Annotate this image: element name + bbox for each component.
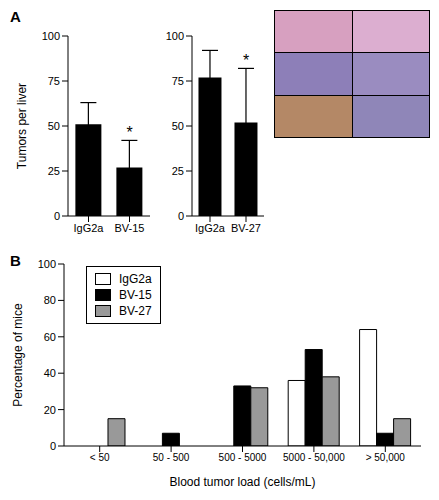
svg-text:100: 100 [38,258,56,270]
svg-text:0: 0 [178,210,184,222]
svg-text:500 - 5000: 500 - 5000 [219,452,267,463]
svg-text:25: 25 [48,165,60,177]
svg-text:*: * [126,124,132,141]
svg-text:25: 25 [172,165,184,177]
svg-text:*: * [243,52,249,69]
svg-text:20: 20 [44,404,56,416]
svg-text:50: 50 [172,120,184,132]
html-text:B: B [10,252,21,269]
svg-text:Tumors per liver: Tumors per liver [16,83,29,169]
svg-text:IgG2a: IgG2a [74,222,105,234]
svg-text:100: 100 [42,30,60,42]
svg-text:50: 50 [48,120,60,132]
svg-text:0: 0 [54,210,60,222]
svg-text:0: 0 [50,440,56,452]
svg-text:75: 75 [48,75,60,87]
svg-text:BV-15: BV-15 [115,222,145,234]
svg-text:> 50,000: > 50,000 [366,452,406,463]
html-text:BV-27: BV-27 [119,304,152,318]
svg-text:Blood tumor load (cells/mL): Blood tumor load (cells/mL) [169,475,315,489]
svg-text:< 50: < 50 [90,452,110,463]
svg-text:BV-27: BV-27 [231,222,261,234]
html-text:A: A [10,8,21,25]
svg-text:Percentage of mice: Percentage of mice [11,303,25,407]
svg-text:75: 75 [172,75,184,87]
svg-text:80: 80 [44,294,56,306]
svg-text:5000 - 50,000: 5000 - 50,000 [283,452,345,463]
html-text:BV-15: BV-15 [119,288,152,302]
svg-text:60: 60 [44,331,56,343]
svg-text:IgG2a: IgG2a [195,222,226,234]
svg-text:40: 40 [44,367,56,379]
html-text:IgG2a: IgG2a [119,272,152,286]
svg-text:100: 100 [166,30,184,42]
svg-text:50 - 500: 50 - 500 [153,452,190,463]
